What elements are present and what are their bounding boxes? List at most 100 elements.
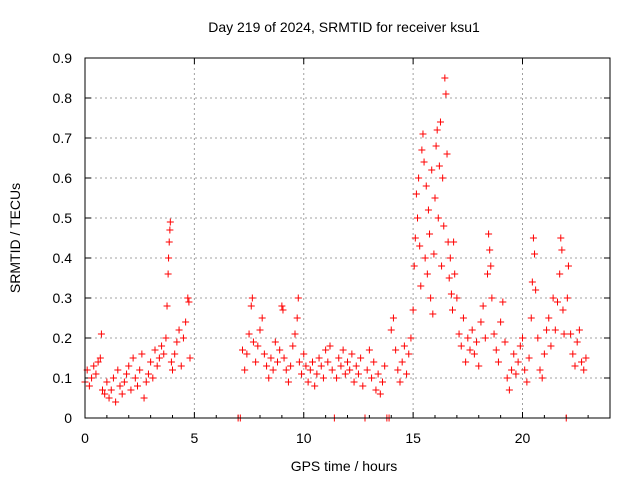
y-tick-label: 0.5 <box>53 210 73 226</box>
data-point <box>487 262 495 270</box>
data-point <box>447 290 455 298</box>
data-point <box>265 374 273 382</box>
data-point <box>151 346 159 354</box>
data-point <box>582 354 590 362</box>
data-point <box>468 326 476 334</box>
data-point <box>247 302 255 310</box>
plot-frame <box>84 57 611 419</box>
data-point <box>567 330 575 338</box>
data-point <box>538 374 546 382</box>
data-point <box>411 234 419 242</box>
data-point <box>344 358 351 366</box>
data-point <box>163 302 171 310</box>
data-point <box>155 354 163 362</box>
data-point <box>547 342 555 350</box>
data-point <box>177 362 185 370</box>
data-point <box>554 298 561 306</box>
data-point <box>116 382 124 390</box>
data-point <box>451 270 459 278</box>
data-point <box>166 226 174 234</box>
data-point <box>490 330 498 338</box>
data-point <box>245 330 253 338</box>
data-point <box>136 366 144 374</box>
data-point <box>309 358 316 366</box>
data-point <box>278 302 286 310</box>
data-point <box>419 130 427 138</box>
data-point <box>394 366 402 374</box>
data-point <box>529 234 537 242</box>
data-point <box>466 346 474 354</box>
data-point <box>479 302 487 310</box>
data-point <box>412 190 420 198</box>
data-point <box>144 370 152 378</box>
data-point <box>501 338 509 346</box>
data-point <box>138 350 146 358</box>
data-point <box>440 222 448 230</box>
data-point <box>453 294 461 302</box>
data-point <box>415 174 423 182</box>
data-point <box>267 354 275 362</box>
data-point <box>545 314 553 322</box>
data-point <box>573 338 581 346</box>
data-point <box>112 398 120 406</box>
data-point <box>127 386 135 394</box>
data-point <box>165 254 173 262</box>
data-point <box>470 350 478 358</box>
data-point <box>114 366 122 374</box>
data-point <box>512 370 520 378</box>
data-point <box>249 338 257 346</box>
data-point <box>120 378 128 386</box>
data-point <box>540 350 548 358</box>
y-tick-label: 0.6 <box>53 170 73 186</box>
data-point <box>418 146 426 154</box>
data-point <box>531 250 539 258</box>
data-point <box>414 214 421 222</box>
data-point <box>339 346 347 354</box>
data-point <box>175 326 183 334</box>
data-point <box>167 358 175 366</box>
x-tick-label: 5 <box>190 430 198 446</box>
data-point <box>258 314 266 322</box>
data-point <box>269 366 277 374</box>
data-point <box>417 282 425 290</box>
data-point <box>575 326 583 334</box>
data-point <box>571 362 579 370</box>
data-point <box>162 334 170 342</box>
data-point <box>525 354 533 362</box>
data-point <box>92 370 100 378</box>
data-point <box>578 358 586 366</box>
data-point <box>527 314 535 322</box>
data-point <box>557 234 565 242</box>
data-point <box>420 158 428 166</box>
chart-title: Day 219 of 2024, SRMTID for receiver ksu… <box>208 19 480 35</box>
y-tick-label: 0.9 <box>53 50 73 66</box>
data-point <box>462 358 470 366</box>
data-point <box>381 362 389 370</box>
data-point <box>125 362 133 370</box>
data-point <box>295 358 303 366</box>
data-point <box>434 214 442 222</box>
data-point <box>446 254 454 262</box>
data-point <box>432 142 440 150</box>
data-point <box>169 366 176 374</box>
data-point <box>494 358 502 366</box>
data-point <box>291 330 299 338</box>
data-point <box>421 254 429 262</box>
data-point <box>442 90 450 98</box>
data-point <box>556 270 564 278</box>
y-tick-label: 0.7 <box>53 130 73 146</box>
data-point <box>274 358 281 366</box>
data-point <box>424 206 432 214</box>
data-point <box>96 354 104 362</box>
data-point <box>243 350 251 358</box>
x-axis-label: GPS time / hours <box>291 458 398 474</box>
data-point <box>580 366 588 374</box>
data-point <box>532 286 540 294</box>
data-point <box>441 74 449 82</box>
data-point <box>457 342 465 350</box>
data-point <box>105 394 113 402</box>
data-point <box>348 350 356 358</box>
data-point <box>372 386 380 394</box>
data-point <box>521 366 529 374</box>
